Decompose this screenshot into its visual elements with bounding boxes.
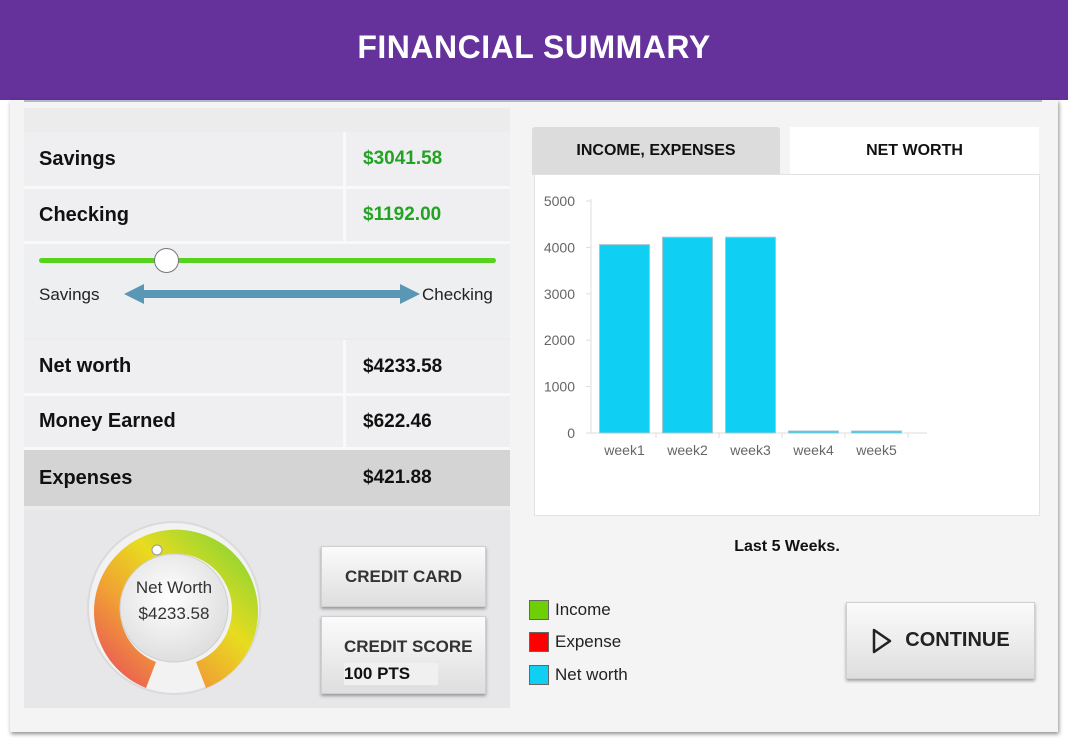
expenses-label: Expenses — [39, 466, 133, 489]
expenses-value: $421.88 — [363, 467, 432, 488]
y-tick-label: 0 — [567, 425, 575, 441]
legend-swatch-expense — [529, 632, 549, 652]
net-worth-label: Net worth — [24, 340, 346, 393]
gauge-value: $4233.58 — [138, 604, 210, 623]
legend-item-income: Income — [529, 600, 611, 620]
x-tick-label: week5 — [855, 442, 897, 458]
gauge-area: Net Worth $4233.58 CREDIT CARD CREDIT SC… — [24, 510, 510, 708]
x-tick-label: week2 — [666, 442, 708, 458]
tab-net-worth-label: NET WORTH — [866, 142, 963, 159]
net-worth-chart: 0 1000 2000 3000 4000 5000 week1 week2 week3 week… — [534, 174, 1040, 516]
gauge-indicator — [151, 544, 163, 556]
legend-label-net-worth: Net worth — [555, 665, 628, 684]
bar-chart: 0 1000 2000 3000 4000 5000 week1 week2 week3 week… — [544, 193, 927, 458]
bar-week5 — [851, 430, 902, 434]
credit-card-label: CREDIT CARD — [344, 566, 463, 586]
y-tick-label: 1000 — [544, 379, 575, 395]
chart-caption: Last 5 Weeks. — [734, 538, 840, 555]
transfer-slider-area: Savings Checking — [24, 244, 510, 338]
net-worth-value: $4233.58 — [363, 355, 443, 377]
slider-label-checking: Checking — [422, 285, 493, 304]
savings-value: $3041.58 — [363, 148, 443, 169]
continue-button[interactable]: CONTINUE — [846, 602, 1035, 679]
checking-row: Checking $1192.00 — [24, 189, 510, 244]
transfer-slider-track[interactable] — [39, 258, 496, 263]
money-earned-label: Money Earned — [24, 396, 346, 447]
credit-score-button[interactable]: CREDIT SCORE 100 PTS — [321, 616, 486, 694]
bar-week4 — [788, 430, 839, 434]
header-bar: FINANCIAL SUMMARY — [0, 0, 1068, 100]
divider — [24, 100, 1042, 102]
legend-label-income: Income — [555, 600, 611, 619]
transfer-slider-knob[interactable] — [154, 248, 180, 273]
continue-label: CONTINUE — [905, 629, 1010, 651]
credit-score-title: CREDIT SCORE — [344, 637, 473, 656]
tab-net-worth[interactable]: NET WORTH — [790, 127, 1039, 175]
bar-week1 — [599, 244, 650, 434]
credit-card-button[interactable]: CREDIT CARD — [321, 546, 486, 607]
net-worth-gauge — [87, 521, 261, 695]
gauge-label: Net Worth — [135, 578, 213, 597]
money-earned-value: $622.46 — [363, 410, 432, 432]
play-icon — [873, 628, 892, 653]
legend-swatch-income — [529, 600, 549, 620]
checking-label: Checking — [24, 189, 346, 241]
legend-item-expense: Expense — [529, 632, 621, 652]
transfer-arrow-icon — [124, 284, 420, 304]
savings-row: Savings $3041.58 — [24, 132, 510, 189]
accounts-panel: Savings $3041.58 Checking $1192.00 Savin… — [24, 108, 510, 708]
y-tick-label: 4000 — [544, 239, 575, 255]
savings-label: Savings — [24, 132, 346, 186]
bar-week2 — [662, 236, 713, 434]
credit-score-value: 100 PTS — [344, 663, 439, 685]
legend-swatch-net-worth — [529, 665, 549, 685]
page-title: FINANCIAL SUMMARY — [357, 28, 711, 65]
checking-value: $1192.00 — [363, 204, 442, 225]
main-panel: Savings $3041.58 Checking $1192.00 Savin… — [10, 100, 1058, 732]
expenses-row: Expenses $421.88 — [24, 450, 510, 506]
y-tick-label: 3000 — [544, 286, 575, 302]
tab-income-expenses[interactable]: INCOME, EXPENSES — [532, 127, 780, 175]
legend-item-net-worth: Net worth — [529, 665, 628, 685]
net-worth-row: Net worth $4233.58 — [24, 340, 510, 396]
y-tick-label: 5000 — [544, 193, 575, 209]
bar-week3 — [725, 236, 776, 434]
slider-label-savings: Savings — [39, 285, 100, 304]
tab-income-expenses-label: INCOME, EXPENSES — [576, 142, 736, 159]
legend-label-expense: Expense — [555, 632, 622, 651]
x-tick-label: week4 — [792, 442, 834, 458]
x-tick-label: week3 — [729, 442, 771, 458]
money-earned-row: Money Earned $622.46 — [24, 396, 510, 450]
x-tick-label: week1 — [603, 442, 645, 458]
y-tick-label: 2000 — [544, 332, 575, 348]
